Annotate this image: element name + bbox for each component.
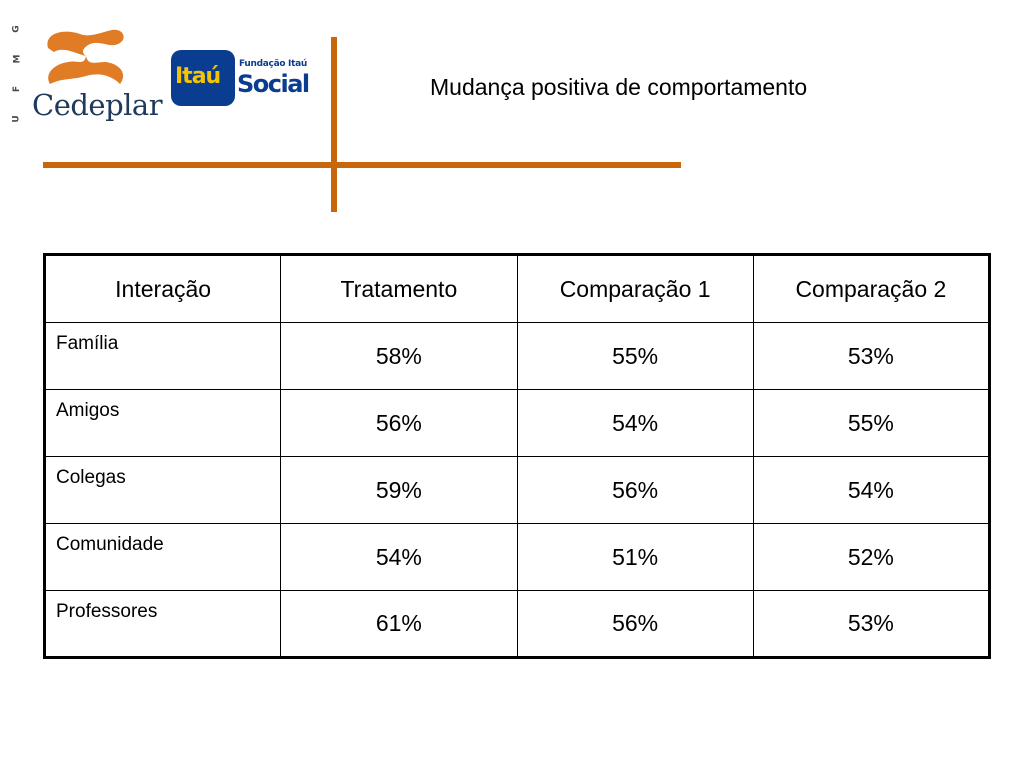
table-cell: 55% bbox=[516, 322, 754, 390]
behavior-change-table: Interação Tratamento Comparação 1 Compar… bbox=[43, 253, 991, 659]
table-cell: 54% bbox=[280, 523, 518, 591]
orange-horizontal-divider bbox=[43, 162, 681, 168]
table-cell: 52% bbox=[752, 523, 991, 591]
itau-logo-brand: Itaú bbox=[175, 64, 221, 89]
table-cell: 56% bbox=[516, 456, 754, 524]
table-cell: 53% bbox=[752, 322, 991, 390]
row-label: Família bbox=[43, 322, 282, 390]
itau-logo-box bbox=[171, 50, 235, 106]
orange-vertical-divider bbox=[331, 37, 337, 212]
table-cell: 56% bbox=[516, 590, 754, 658]
table-cell: 53% bbox=[752, 590, 991, 658]
slide-title: Mudança positiva de comportamento bbox=[430, 74, 808, 100]
cedeplar-logo-text: Cedeplar bbox=[32, 88, 163, 122]
table-cell: 56% bbox=[280, 389, 518, 457]
cedeplar-logo-icon bbox=[47, 29, 124, 84]
table-row: Comunidade 54% 51% 52% bbox=[43, 523, 991, 591]
column-header: Comparação 2 bbox=[752, 254, 991, 323]
column-header: Tratamento bbox=[280, 254, 518, 323]
table-row: Amigos 56% 54% 55% bbox=[43, 389, 991, 457]
table-cell: 55% bbox=[752, 389, 991, 457]
table-row: Professores 61% 56% 53% bbox=[43, 590, 991, 658]
ufmg-letter: F bbox=[12, 85, 22, 93]
ufmg-letter: G bbox=[11, 25, 22, 33]
row-label: Colegas bbox=[43, 456, 282, 524]
itau-social-logo: Itaú Fundação Itaú Social bbox=[171, 50, 310, 106]
column-header: Comparação 1 bbox=[516, 254, 754, 323]
row-label: Professores bbox=[43, 590, 282, 658]
table-cell: 54% bbox=[752, 456, 991, 524]
ufmg-letter: U bbox=[12, 115, 22, 123]
table-header-row: Interação Tratamento Comparação 1 Compar… bbox=[43, 254, 991, 323]
itau-logo-program: Social bbox=[237, 70, 310, 98]
table-cell: 58% bbox=[280, 322, 518, 390]
table-row: Colegas 59% 56% 54% bbox=[43, 456, 991, 524]
row-label: Comunidade bbox=[43, 523, 282, 591]
table-cell: 61% bbox=[280, 590, 518, 658]
table-cell: 59% bbox=[280, 456, 518, 524]
table-row: Família 58% 55% 53% bbox=[43, 322, 991, 390]
ufmg-vertical-label: U F M G bbox=[10, 24, 24, 124]
itau-logo-foundation: Fundação Itaú bbox=[239, 59, 307, 69]
column-header: Interação bbox=[43, 254, 282, 323]
ufmg-letter: M bbox=[12, 54, 22, 64]
table-cell: 54% bbox=[516, 389, 754, 457]
row-label: Amigos bbox=[43, 389, 282, 457]
table-cell: 51% bbox=[516, 523, 754, 591]
